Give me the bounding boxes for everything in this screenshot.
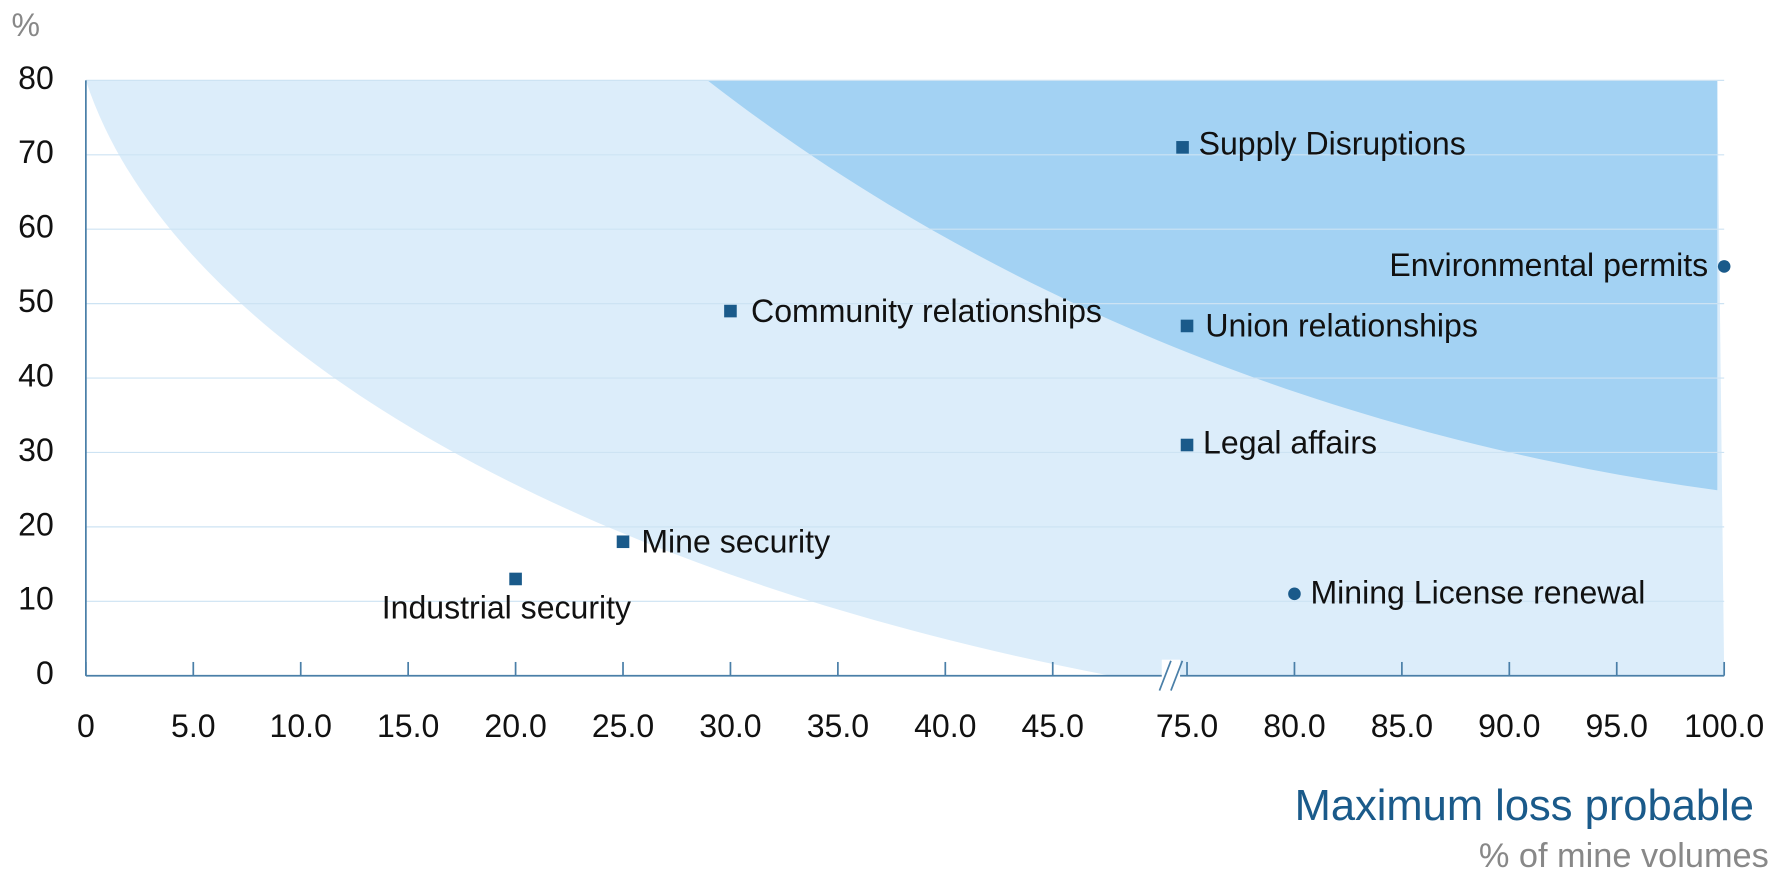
- y-tick-label: 80: [18, 60, 54, 96]
- x-tick-label: 30.0: [699, 708, 761, 744]
- y-tick-label: 0: [36, 655, 54, 691]
- x-tick-label: 35.0: [807, 708, 869, 744]
- axis-break-gap: [1161, 659, 1181, 692]
- point: [1180, 438, 1194, 452]
- point: [1180, 319, 1194, 333]
- point: [1288, 587, 1301, 601]
- x-tick-label: 20.0: [484, 708, 546, 744]
- x-tick-label: 10.0: [270, 708, 332, 744]
- point: [616, 535, 630, 549]
- axis-break: [1158, 660, 1172, 691]
- x-tick-label: 85.0: [1371, 708, 1433, 744]
- y-axis-label: %: [11, 7, 39, 43]
- point: [1176, 141, 1189, 154]
- x-tick-label: 80.0: [1263, 708, 1325, 744]
- y-tick-label: 50: [18, 283, 54, 319]
- axis-break: [1170, 660, 1184, 691]
- x-tick-label: 25.0: [592, 708, 654, 744]
- x-tick-label: 95.0: [1586, 708, 1648, 744]
- point-label: Legal affairs: [1203, 424, 1377, 460]
- point-label: Environmental permits: [1389, 247, 1708, 283]
- point-label: Community relationships: [751, 293, 1102, 329]
- point: [724, 304, 737, 318]
- x-tick-label: 75.0: [1156, 708, 1218, 744]
- x-tick-label: 90.0: [1478, 708, 1540, 744]
- y-tick-label: 70: [18, 134, 54, 170]
- point-label: Supply Disruptions: [1199, 126, 1466, 162]
- x-tick-label: 45.0: [1022, 708, 1084, 744]
- x-tick-label: 40.0: [914, 708, 976, 744]
- point-label: Industrial security: [382, 589, 631, 625]
- y-tick-label: 40: [18, 358, 54, 394]
- point: [509, 572, 522, 586]
- point-label: Union relationships: [1205, 308, 1478, 344]
- y-tick-label: 60: [18, 209, 54, 245]
- y-tick-label: 30: [18, 432, 54, 468]
- point-label: Mining License renewal: [1310, 574, 1645, 610]
- point-label: Mine security: [641, 524, 830, 560]
- y-tick-label: 10: [18, 581, 54, 617]
- x-axis-sublabel: % of mine volumes: [1479, 837, 1769, 874]
- zone-dark: [707, 80, 1718, 491]
- x-tick-label: 0: [77, 708, 95, 744]
- x-tick-label: 5.0: [171, 708, 216, 744]
- x-tick-label: 15.0: [377, 708, 439, 744]
- y-tick-label: 20: [18, 506, 54, 542]
- x-tick-label: 100.0: [1684, 708, 1764, 744]
- x-axis-label: Maximum loss probable: [1295, 782, 1754, 830]
- point: [1717, 260, 1731, 273]
